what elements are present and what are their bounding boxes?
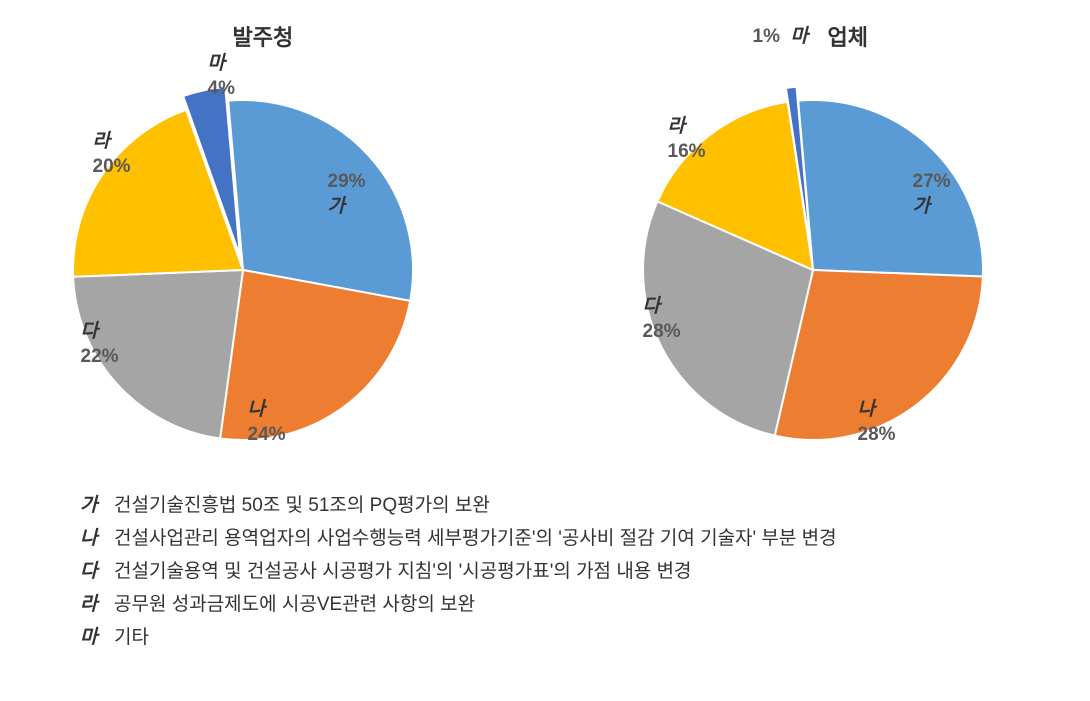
slice-label-마: 1% 마 [753, 25, 809, 50]
legend-row-나: 나건설사업관리 용역업자의 사업수행능력 세부평가기준'의 '공사비 절감 기여… [80, 523, 1070, 550]
legend-text: 건설기술진흥법 50조 및 51조의 PQ평가의 보완 [114, 490, 1070, 517]
charts-row: 발주청 29%가나24% 다22% 라20% 마4% 업체 27%가나28% 다28% 라16… [20, 20, 1070, 480]
legend-row-가: 가건설기술진흥법 50조 및 51조의 PQ평가의 보완 [80, 490, 1070, 517]
legend-key: 나 [80, 523, 114, 550]
pie-chart [558, 20, 1058, 480]
slice-label-가: 29%가 [328, 170, 366, 219]
slice-label-나: 나24% [248, 398, 286, 447]
slice-label-나: 나28% [858, 398, 896, 447]
slice-label-다: 다22% [81, 320, 119, 369]
legend-key: 가 [80, 490, 114, 517]
slice-label-가: 27%가 [913, 170, 951, 219]
legend: 가건설기술진흥법 50조 및 51조의 PQ평가의 보완나건설사업관리 용역업자… [20, 490, 1070, 649]
pie-slice-가 [228, 100, 413, 301]
slice-label-다: 다28% [643, 295, 681, 344]
legend-row-마: 마기타 [80, 622, 1070, 649]
legend-text: 공무원 성과금제도에 시공VE관련 사항의 보완 [114, 589, 1070, 616]
legend-text: 기타 [114, 622, 1070, 649]
legend-key: 라 [80, 589, 114, 616]
legend-text: 건설사업관리 용역업자의 사업수행능력 세부평가기준'의 '공사비 절감 기여 … [114, 523, 1070, 550]
chart-title: 업체 [828, 20, 868, 52]
pie-slice-가 [798, 100, 983, 277]
slice-label-라: 라16% [668, 115, 706, 164]
legend-row-다: 다건설기술용역 및 건설공사 시공평가 지침'의 '시공평가표'의 가점 내용 … [80, 556, 1070, 583]
legend-text: 건설기술용역 및 건설공사 시공평가 지침'의 '시공평가표'의 가점 내용 변… [114, 556, 1070, 583]
slice-label-마: 마4% [208, 52, 235, 101]
legend-key: 마 [80, 622, 114, 649]
chart-title: 발주청 [233, 20, 294, 52]
chart-right: 업체 27%가나28% 다28% 라16% 1% 마 [558, 20, 1058, 480]
slice-label-라: 라20% [93, 130, 131, 179]
chart-left: 발주청 29%가나24% 다22% 라20% 마4% [33, 20, 533, 480]
legend-row-라: 라공무원 성과금제도에 시공VE관련 사항의 보완 [80, 589, 1070, 616]
legend-key: 다 [80, 556, 114, 583]
